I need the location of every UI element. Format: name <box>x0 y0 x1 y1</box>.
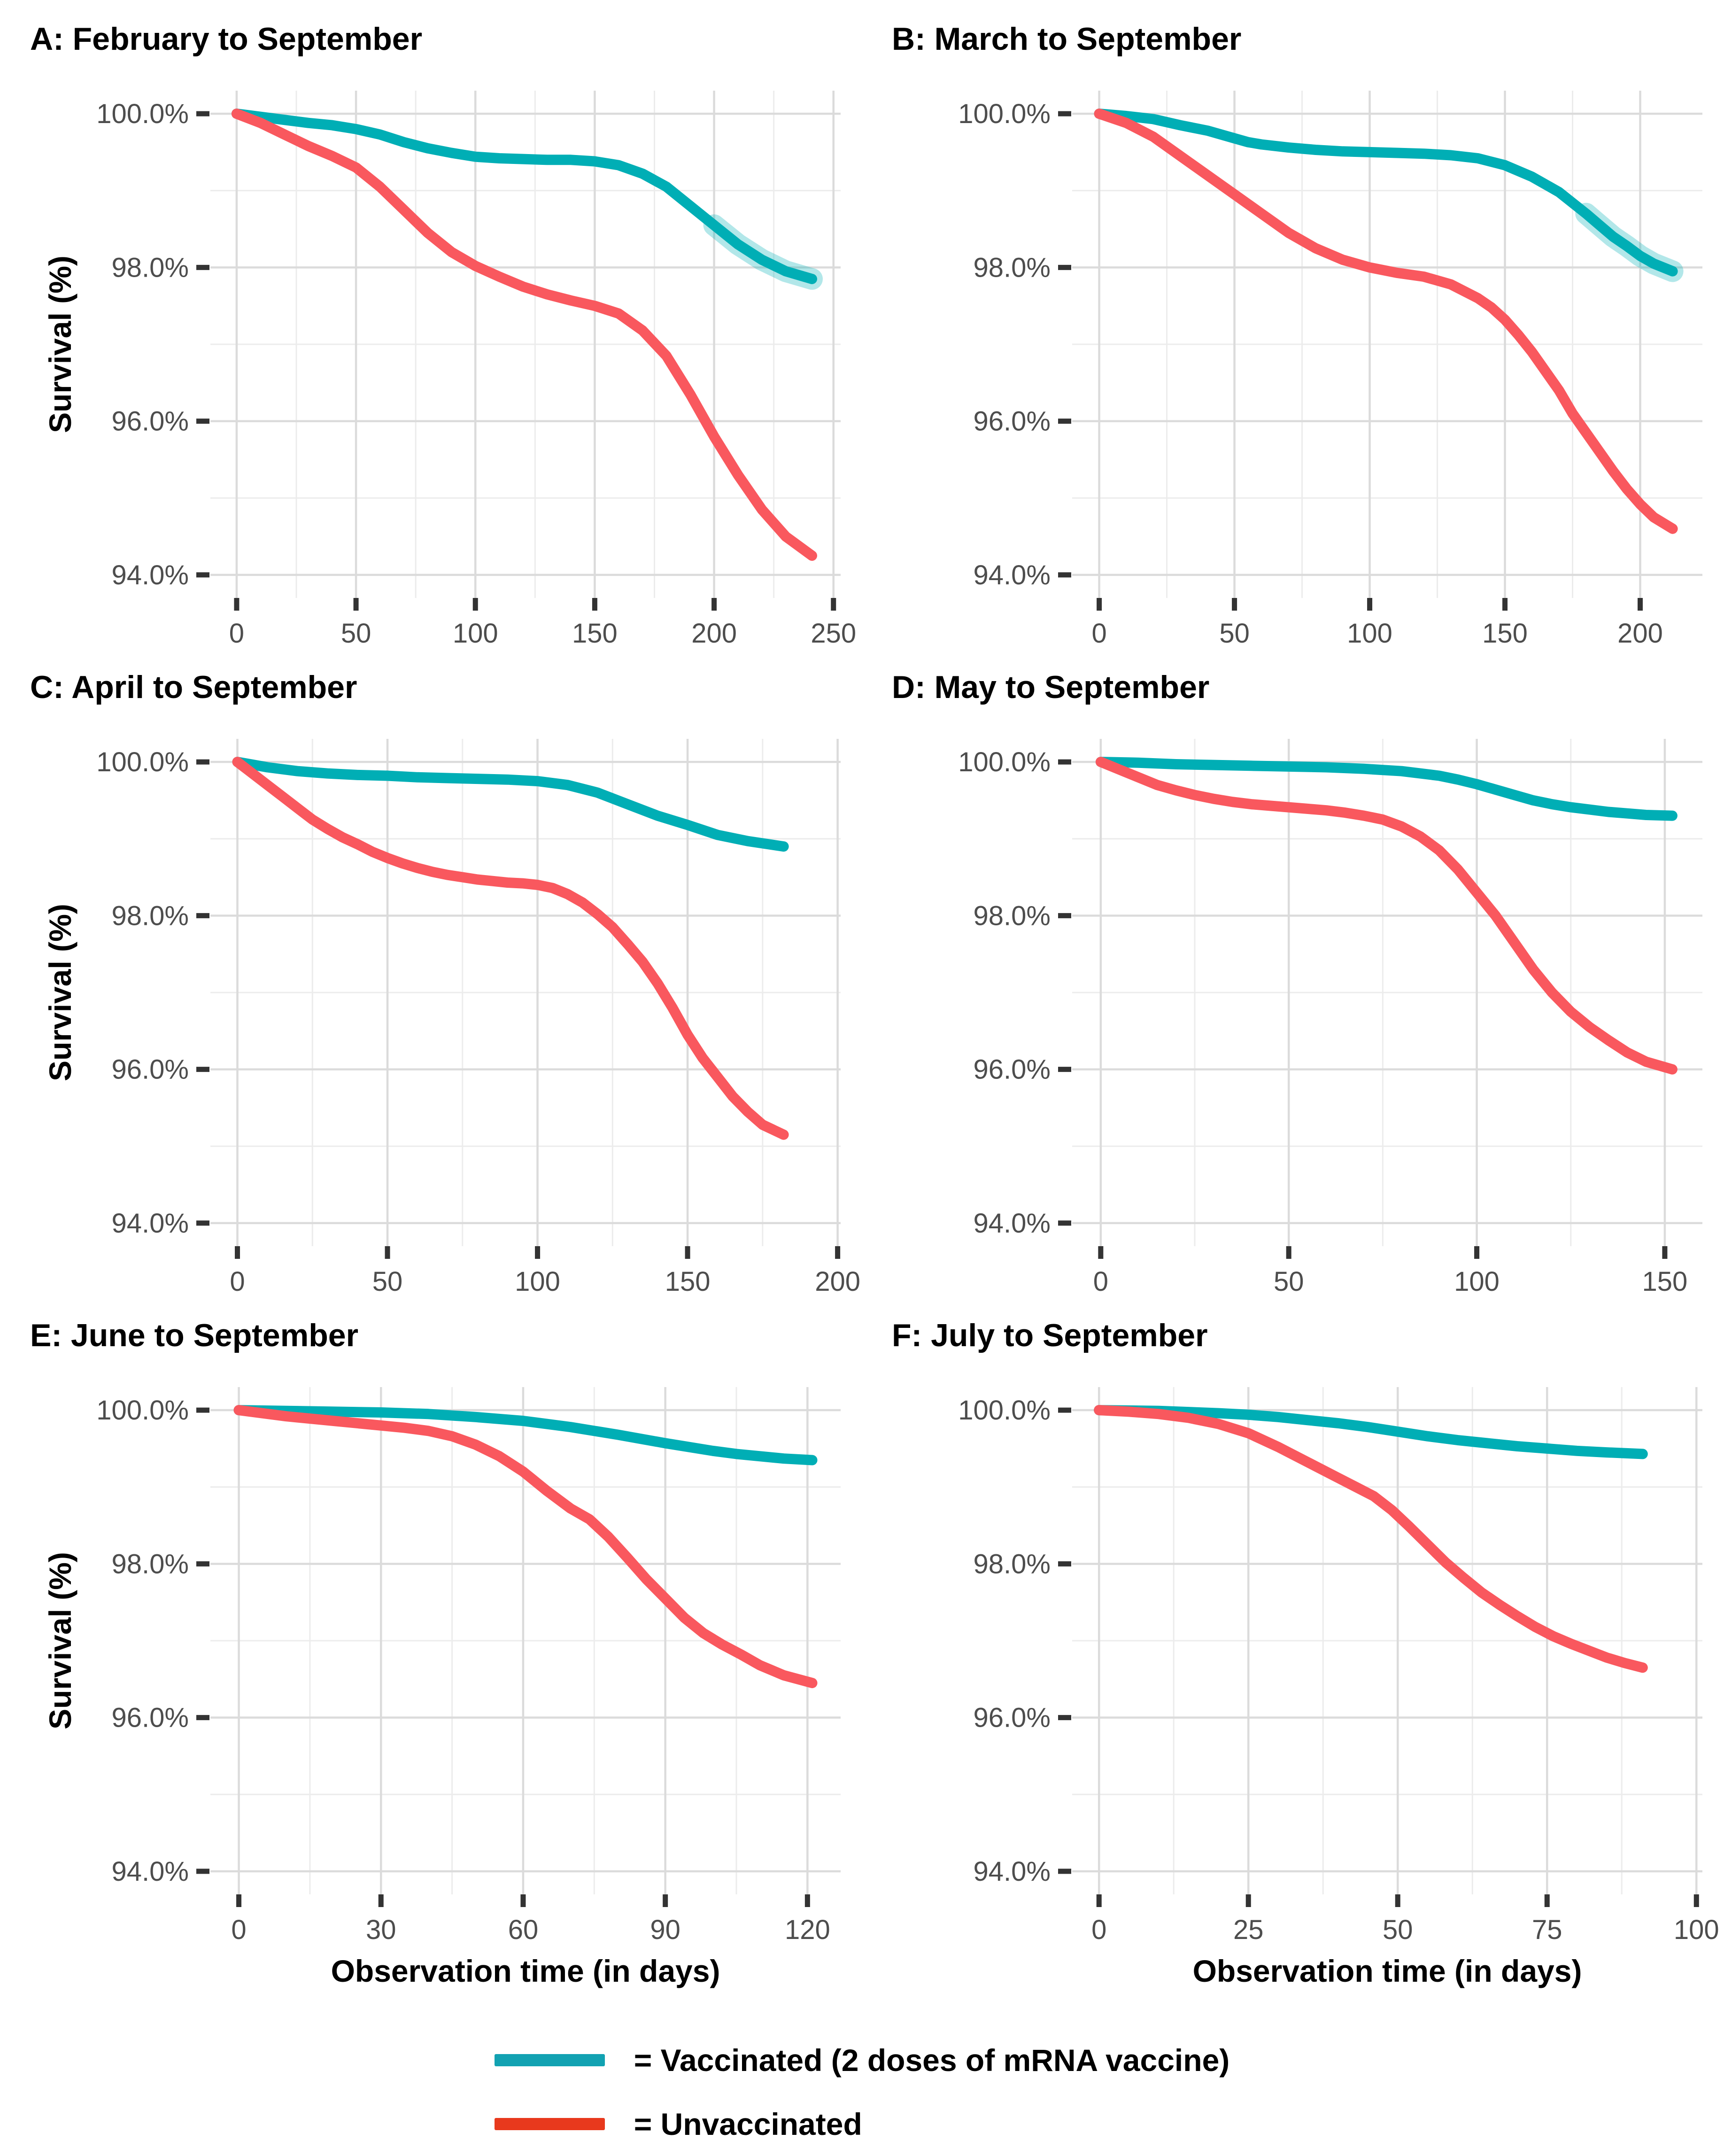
svg-text:150: 150 <box>572 618 618 648</box>
panel-c: C: April to September Survival (%) 100.0… <box>0 648 862 1296</box>
svg-text:50: 50 <box>1219 618 1250 648</box>
svg-text:0: 0 <box>1091 618 1106 648</box>
legend-label-unvaccinated: = Unvaccinated <box>634 2107 862 2141</box>
svg-text:250: 250 <box>811 618 856 648</box>
panel-a-plot: Survival (%) 100.0% 98.0% 96.0% 94.0% 0 50 100… <box>0 66 862 648</box>
svg-text:90: 90 <box>650 1915 680 1945</box>
survival-axis-label: Survival (%) <box>43 1552 77 1729</box>
time-axis-label: Observation time (in days) <box>1192 1954 1582 1988</box>
panel-b-chart: 100.0% 98.0% 96.0% 94.0% 0 50 100 150 200 <box>958 91 1702 648</box>
panel-c-chart: 100.0% 98.0% 96.0% 94.0% 0 50 100 150 200 <box>96 739 860 1296</box>
time-axis-label: Observation time (in days) <box>331 1954 720 1988</box>
svg-text:50: 50 <box>1383 1915 1413 1945</box>
svg-text:94.0%: 94.0% <box>974 560 1051 590</box>
panel-e-xlabel-wrap: Observation time (in days) <box>210 1945 841 2015</box>
svg-text:150: 150 <box>665 1266 711 1296</box>
svg-text:98.0%: 98.0% <box>112 252 189 283</box>
panel-b: B: March to September 100.0% 98.0% 96.0% 94… <box>862 0 1724 648</box>
panel-e-chart: 100.0% 98.0% 96.0% 94.0% 0 30 60 90 120 <box>96 1387 841 1945</box>
legend-item-unvaccinated: = Unvaccinated <box>494 2106 862 2142</box>
survival-axis-label: Survival (%) <box>43 904 77 1081</box>
panel-f: F: July to September 100.0% 98.0% 96.0% 94.… <box>862 1296 1724 2015</box>
svg-text:100.0%: 100.0% <box>96 747 189 777</box>
panel-e-title: E: June to September <box>30 1318 359 1353</box>
svg-text:50: 50 <box>372 1266 403 1296</box>
panel-c-title: C: April to September <box>30 669 357 705</box>
svg-text:50: 50 <box>341 618 371 648</box>
svg-text:0: 0 <box>1093 1266 1108 1296</box>
svg-text:98.0%: 98.0% <box>974 900 1051 931</box>
legend: = Vaccinated (2 doses of mRNA vaccine) =… <box>494 2028 1230 2156</box>
svg-text:100.0%: 100.0% <box>958 747 1051 777</box>
svg-text:30: 30 <box>366 1915 396 1945</box>
svg-text:50: 50 <box>1274 1266 1304 1296</box>
panel-grid: A: February to September Survival (%) 10… <box>0 0 1724 2015</box>
panel-c-plot: Survival (%) 100.0% 98.0% 96.0% 94.0% 0 50 100… <box>0 714 862 1296</box>
panel-a-chart: 100.0% 98.0% 96.0% 94.0% 0 50 100 150 200 250 <box>96 91 856 648</box>
svg-text:94.0%: 94.0% <box>974 1856 1051 1887</box>
svg-text:0: 0 <box>231 1915 246 1945</box>
svg-text:98.0%: 98.0% <box>112 1549 189 1579</box>
svg-text:100: 100 <box>1674 1915 1719 1945</box>
svg-text:150: 150 <box>1642 1266 1688 1296</box>
svg-text:100.0%: 100.0% <box>96 99 189 129</box>
panel-e-plot: Survival (%) 100.0% 98.0% 96.0% 94.0% 0 30 60 9… <box>0 1362 862 1945</box>
svg-text:150: 150 <box>1482 618 1528 648</box>
svg-text:94.0%: 94.0% <box>112 560 189 590</box>
svg-text:98.0%: 98.0% <box>112 900 189 931</box>
survival-axis-label: Survival (%) <box>43 256 77 433</box>
svg-text:0: 0 <box>230 1266 245 1296</box>
panel-f-xlabel-wrap: Observation time (in days) <box>1072 1945 1702 2015</box>
panel-f-chart: 100.0% 98.0% 96.0% 94.0% 0 25 50 75 100 <box>958 1387 1719 1945</box>
panel-b-plot: 100.0% 98.0% 96.0% 94.0% 0 50 100 150 200 <box>862 66 1724 648</box>
svg-text:98.0%: 98.0% <box>974 1549 1051 1579</box>
svg-text:200: 200 <box>815 1266 860 1296</box>
panel-b-title: B: March to September <box>892 21 1242 57</box>
svg-text:94.0%: 94.0% <box>974 1208 1051 1239</box>
svg-text:25: 25 <box>1233 1915 1264 1945</box>
svg-text:96.0%: 96.0% <box>974 1055 1051 1085</box>
svg-text:200: 200 <box>691 618 737 648</box>
svg-text:60: 60 <box>508 1915 539 1945</box>
svg-text:200: 200 <box>1617 618 1663 648</box>
panel-d-title: D: May to September <box>892 669 1210 705</box>
svg-text:100: 100 <box>515 1266 560 1296</box>
svg-text:100.0%: 100.0% <box>96 1395 189 1426</box>
panel-a: A: February to September Survival (%) 10… <box>0 0 862 648</box>
legend-label-vaccinated: = Vaccinated (2 doses of mRNA vaccine) <box>634 2043 1230 2078</box>
svg-text:96.0%: 96.0% <box>974 1703 1051 1733</box>
svg-text:96.0%: 96.0% <box>112 1055 189 1085</box>
panel-d-chart: 100.0% 98.0% 96.0% 94.0% 0 50 100 150 <box>958 739 1702 1296</box>
legend-item-vaccinated: = Vaccinated (2 doses of mRNA vaccine) <box>494 2042 1230 2078</box>
svg-text:96.0%: 96.0% <box>974 406 1051 437</box>
svg-text:94.0%: 94.0% <box>112 1208 189 1239</box>
svg-text:96.0%: 96.0% <box>112 406 189 437</box>
svg-text:96.0%: 96.0% <box>112 1703 189 1733</box>
vaccinated-line-swatch <box>494 2054 605 2066</box>
unvaccinated-line-swatch <box>494 2118 605 2130</box>
svg-text:100: 100 <box>1347 618 1392 648</box>
svg-text:100: 100 <box>1454 1266 1500 1296</box>
svg-text:0: 0 <box>1091 1915 1106 1945</box>
svg-text:100.0%: 100.0% <box>958 1395 1051 1426</box>
svg-text:94.0%: 94.0% <box>112 1856 189 1887</box>
svg-text:0: 0 <box>229 618 244 648</box>
panel-a-title: A: February to September <box>30 21 423 57</box>
panel-f-title: F: July to September <box>892 1318 1208 1353</box>
svg-text:120: 120 <box>785 1915 830 1945</box>
panel-d: D: May to September 100.0% 98.0% 96.0% 94.0… <box>862 648 1724 1296</box>
panel-f-plot: 100.0% 98.0% 96.0% 94.0% 0 25 50 75 100 <box>862 1362 1724 1945</box>
svg-text:100.0%: 100.0% <box>958 99 1051 129</box>
svg-text:75: 75 <box>1532 1915 1562 1945</box>
panel-d-plot: 100.0% 98.0% 96.0% 94.0% 0 50 100 150 <box>862 714 1724 1296</box>
panel-e: E: June to September Survival (%) 100.0%… <box>0 1296 862 2015</box>
svg-text:98.0%: 98.0% <box>974 252 1051 283</box>
svg-text:100: 100 <box>453 618 498 648</box>
